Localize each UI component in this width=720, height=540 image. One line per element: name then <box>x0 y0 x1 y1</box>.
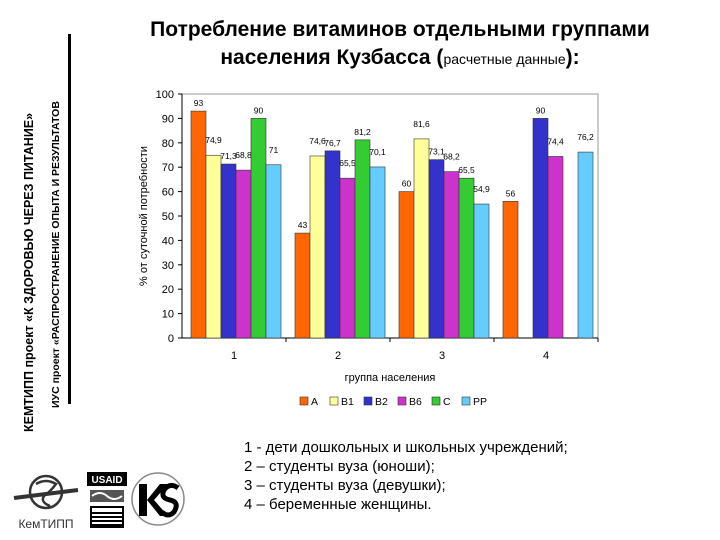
x-axis-label: группа населения <box>345 372 436 384</box>
kemtipp-logo-caption: КемТИПП <box>18 517 73 531</box>
y-axis-label: % от суточной потребности <box>138 146 150 286</box>
title-line-1: Потребление витаминов отдельными группам… <box>150 18 650 41</box>
bar-data-label: 71 <box>269 145 279 155</box>
bar-data-label: 68,8 <box>235 150 252 160</box>
y-tick-label: 100 <box>156 89 174 101</box>
bar <box>458 177 475 339</box>
bar-data-label: 74,4 <box>547 136 564 146</box>
bar <box>265 164 282 339</box>
bar-data-label: 65,5 <box>458 165 475 175</box>
y-tick-label: 10 <box>162 309 174 321</box>
bar-data-label: 74,6 <box>309 136 326 146</box>
bar <box>205 154 222 339</box>
title-line-2: населения Кузбасса (расчетные данные): <box>100 44 700 73</box>
legend-swatch <box>397 396 407 406</box>
y-tick-label: 50 <box>162 211 174 223</box>
legend-swatch <box>299 396 309 406</box>
y-tick-label: 70 <box>162 162 174 174</box>
bar-data-label: 54,9 <box>473 184 490 194</box>
bar <box>532 118 549 339</box>
side-divider-line <box>68 34 71 404</box>
legend-swatch <box>363 396 373 406</box>
bar-data-label: 56 <box>506 188 516 198</box>
x-tick-label: 1 <box>231 350 237 362</box>
bar-data-label: 81,2 <box>354 127 371 137</box>
legend-label: B1 <box>341 396 354 408</box>
bar <box>294 232 311 339</box>
legend-swatch <box>461 396 471 406</box>
bar <box>577 151 594 339</box>
kemtipp-logo-icon: КемТИПП <box>13 474 79 531</box>
bar-data-label: 43 <box>298 220 308 230</box>
note-item: 4 – беременные женщины. <box>244 496 432 513</box>
y-tick-label: 90 <box>162 113 174 125</box>
legend-label: B6 <box>409 396 422 408</box>
bar <box>324 150 341 339</box>
y-tick-label: 60 <box>162 187 174 199</box>
y-tick-label: 20 <box>162 284 174 296</box>
bar <box>309 155 326 339</box>
x-tick-label: 3 <box>439 350 445 362</box>
bar <box>235 169 252 339</box>
bar <box>190 110 207 339</box>
bar <box>398 191 415 339</box>
bar-data-label: 76,7 <box>324 138 341 148</box>
bar <box>220 163 237 339</box>
y-tick-label: 80 <box>162 138 174 150</box>
bar-data-label: 60 <box>402 179 412 189</box>
bar-data-label: 65,5 <box>339 158 356 168</box>
legend-swatch <box>431 396 441 406</box>
usaid-logo-text: USAID <box>91 475 122 486</box>
bar <box>250 118 267 339</box>
bar <box>369 166 386 339</box>
x-tick-label: 2 <box>335 350 341 362</box>
legend-label: PP <box>473 396 487 408</box>
legend-label: A <box>311 396 318 408</box>
note-item: 3 – студенты вуза (девушки); <box>244 477 446 494</box>
bar-data-label: 71,3 <box>220 151 237 161</box>
title-line-2-end: ): <box>565 46 580 69</box>
note-item: 1 - дети дошкольных и школьных учреждени… <box>244 439 568 456</box>
bar <box>339 177 356 339</box>
ksc-logo-icon <box>131 472 185 526</box>
bar <box>547 156 564 339</box>
note-item: 2 – студенты вуза (юноши); <box>244 458 435 475</box>
bar-data-label: 90 <box>536 105 546 115</box>
vitamin-bar-chart: 0 10 20 30 40 50 60 70 80 90 100 % от суточной потр… <box>138 89 599 408</box>
title-line-2-main: населения Кузбасса ( <box>220 46 444 69</box>
bar <box>354 139 371 339</box>
page-title: Потребление витаминов отдельными группам… <box>100 16 700 73</box>
bar-data-label: 81,6 <box>413 119 430 129</box>
title-subtitle: расчетные данные <box>443 51 566 67</box>
bar-data-label: 76,2 <box>577 132 594 142</box>
bar-data-label: 70,1 <box>369 147 386 157</box>
bar-data-label: 73,1 <box>428 147 445 157</box>
y-tick-label: 40 <box>162 235 174 247</box>
legend-label: B2 <box>375 396 388 408</box>
bar <box>473 203 490 339</box>
bar <box>413 138 430 339</box>
x-tick-label: 4 <box>543 350 549 362</box>
bar-data-label: 68,2 <box>443 152 460 162</box>
bar <box>428 159 445 339</box>
bar <box>502 201 519 339</box>
y-tick-label: 0 <box>168 333 174 345</box>
legend-swatch <box>329 396 339 406</box>
y-tick-label: 30 <box>162 260 174 272</box>
bar <box>443 171 460 339</box>
bar-data-label: 93 <box>194 98 204 108</box>
legend-label: C <box>443 396 451 408</box>
usaid-logo-icon: USAID <box>87 472 127 528</box>
bar-data-label: 74,9 <box>205 135 222 145</box>
bar-data-label: 90 <box>254 105 264 115</box>
group-notes: 1 - дети дошкольных и школьных учреждени… <box>244 438 568 514</box>
